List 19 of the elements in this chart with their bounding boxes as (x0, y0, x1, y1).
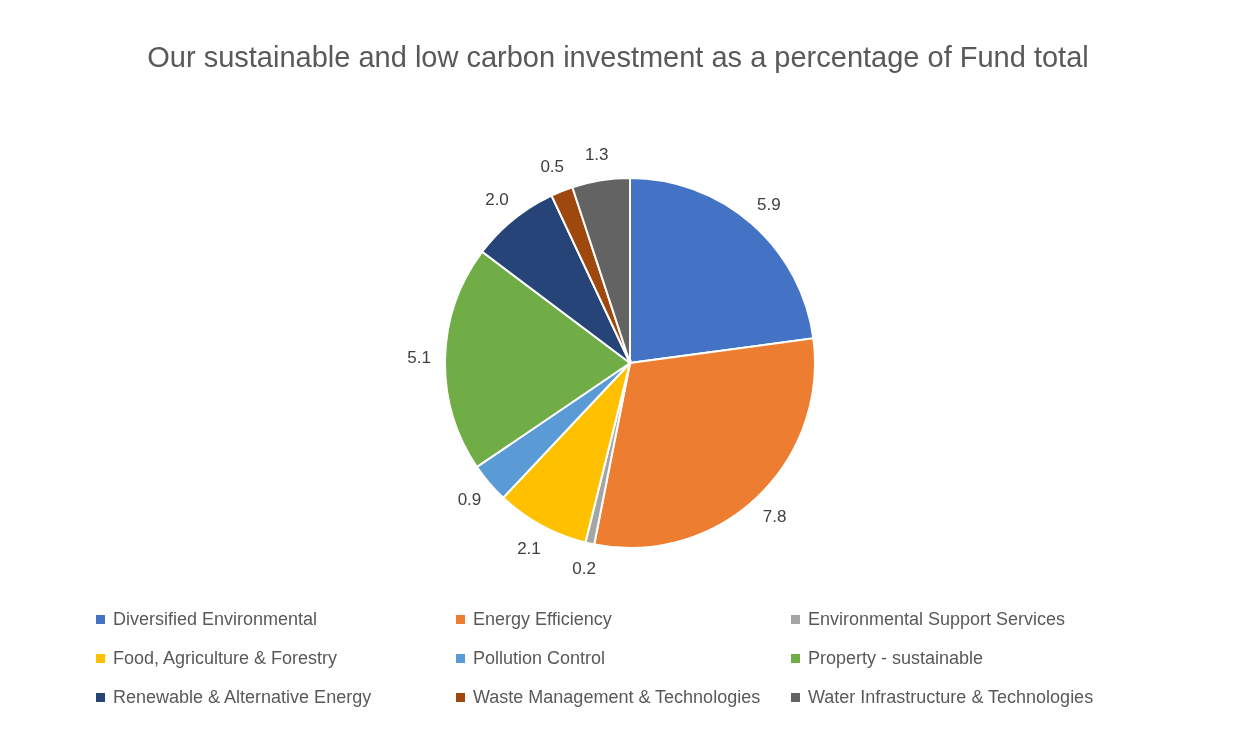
data-label: 5.1 (407, 348, 431, 368)
legend-label: Waste Management & Technologies (473, 687, 761, 708)
data-label: 0.5 (540, 157, 565, 177)
legend-label: Energy Efficiency (473, 609, 612, 630)
data-label: 5.9 (757, 194, 781, 214)
data-label: 2.0 (485, 189, 509, 209)
legend-label: Food, Agriculture & Forestry (113, 648, 338, 669)
legend-label: Environmental Support Services (808, 609, 1066, 630)
legend-label: Property - sustainable (808, 648, 984, 669)
data-label: 2.1 (517, 538, 541, 558)
chart-title: Our sustainable and low carbon investment as a percentage of Fund total (146, 40, 1090, 75)
legend-label: Diversified Environmental (113, 609, 318, 630)
legend-label: Pollution Control (473, 648, 606, 669)
data-label: 1.3 (584, 145, 609, 165)
legend-label: Water Infrastructure & Technologies (808, 687, 1094, 708)
data-label: 0.9 (457, 490, 482, 510)
data-label: 0.2 (572, 559, 596, 579)
legend-label: Renewable & Alternative Energy (113, 687, 372, 708)
data-label: 7.8 (762, 507, 787, 527)
